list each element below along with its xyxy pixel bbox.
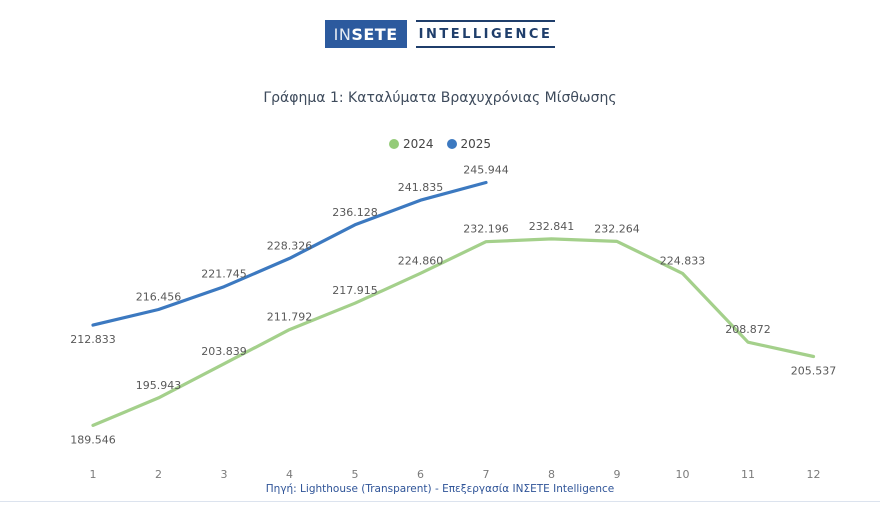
data-label-2024-12: 205.537 [791, 365, 837, 378]
legend-dot-2024-icon [388, 139, 399, 149]
data-label-2024-1: 189.546 [70, 433, 116, 446]
legend: 2024 2025 [0, 137, 880, 151]
x-axis-tick-9: 9 [614, 468, 621, 481]
bottom-divider [0, 501, 880, 502]
data-label-2024-9: 232.264 [594, 222, 640, 235]
data-label-2025-5: 236.128 [332, 206, 378, 219]
x-axis-tick-11: 11 [741, 468, 755, 481]
x-axis-tick-5: 5 [352, 468, 359, 481]
data-label-2025-6: 241.835 [398, 181, 444, 194]
legend-label-2024: 2024 [402, 137, 434, 151]
x-axis-tick-7: 7 [483, 468, 490, 481]
insete-logo-box: IN SETE [324, 20, 407, 48]
legend-item-2025: 2025 [446, 137, 492, 151]
x-axis-tick-12: 12 [807, 468, 821, 481]
legend-item-2024: 2024 [388, 137, 434, 151]
data-label-2024-2: 195.943 [136, 379, 182, 392]
series-line-2024 [91, 237, 816, 427]
chart-title: Γράφημα 1: Καταλύματα Βραχυχρόνιας Μίσθω… [263, 90, 617, 106]
data-label-2024-7: 232.196 [463, 223, 509, 236]
data-label-2024-5: 217.915 [332, 284, 378, 297]
logo-text-in: IN [333, 24, 352, 44]
data-label-2024-6: 224.860 [398, 254, 444, 267]
insete-logo: IN SETE INTELLIGENCE [0, 20, 880, 48]
legend-label-2025: 2025 [460, 137, 492, 151]
x-axis-tick-10: 10 [676, 468, 690, 481]
x-axis-tick-2: 2 [155, 468, 162, 481]
source-note: Πηγή: Lighthouse (Transparent) - Επεξεργ… [265, 483, 615, 495]
logo-wordmark: INTELLIGENCE [415, 20, 556, 48]
data-label-2025-1: 212.833 [70, 333, 116, 346]
x-axis-tick-4: 4 [286, 468, 293, 481]
legend-dot-2025-icon [446, 139, 457, 149]
data-label-2024-8: 232.841 [529, 220, 575, 233]
series-line-2025 [91, 180, 488, 327]
x-axis-tick-1: 1 [90, 468, 97, 481]
data-label-2025-2: 216.456 [136, 291, 182, 304]
x-axis-tick-6: 6 [417, 468, 424, 481]
data-label-2025-4: 228.326 [267, 239, 313, 252]
x-axis-tick-8: 8 [548, 468, 555, 481]
x-axis-tick-3: 3 [221, 468, 228, 481]
data-label-2024-4: 211.792 [267, 311, 313, 324]
logo-text-sete: SETE [351, 24, 398, 44]
data-label-2024-11: 208.872 [725, 323, 771, 336]
data-label-2024-3: 203.839 [201, 345, 247, 358]
line-chart: 189.546 195.943 203.839 211.792 217.915 224.8… [70, 164, 837, 482]
data-label-2024-10: 224.833 [660, 254, 706, 267]
data-label-2025-7: 245.944 [463, 164, 509, 177]
data-label-2025-3: 221.745 [201, 268, 247, 281]
